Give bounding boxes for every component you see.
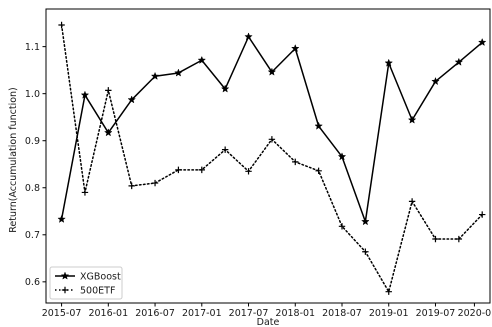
data-point-500etf [151,179,159,187]
legend-marker-500etf [61,286,69,294]
y-tick-label: 1.0 [25,89,40,100]
legend-label-xgboost: XGBoost [80,271,121,282]
plot-content [57,21,487,295]
series-points-500etf [58,21,486,295]
plot-frame [45,8,491,304]
data-point-xgboost [197,55,207,64]
data-point-xgboost [80,90,90,99]
data-point-xgboost [361,217,370,226]
y-tick-label: 0.9 [25,136,40,147]
data-point-500etf [268,136,276,143]
y-tick-label: 0.8 [25,183,40,194]
y-tick-label: 0.6 [25,277,40,288]
data-point-500etf [479,211,486,218]
data-point-500etf [105,87,112,94]
data-point-xgboost [244,32,253,41]
x-tick-label: 2018-01 [275,308,315,319]
data-point-500etf [175,166,182,174]
x-axis-label: Date [257,317,280,327]
legend: XGBoost 500ETF [49,266,123,300]
x-tick-label: 2016-07 [135,308,175,319]
data-point-xgboost [314,121,323,130]
data-point-500etf [198,166,205,174]
legend-marker [61,286,69,294]
data-point-xgboost [477,37,487,47]
axis-ticks: 2015-07 2016-01 2016-07 2017-01 2017-07 2018-… [25,42,491,319]
data-point-500etf [338,223,346,230]
data-point-500etf [221,146,229,153]
data-point-xgboost [290,43,300,53]
x-tick-label: 2020-0 [458,308,492,319]
x-tick-label: 2019-07 [416,308,456,319]
data-point-500etf [81,189,89,196]
legend-marker-xgboost [60,271,70,280]
data-point-xgboost [220,84,230,93]
data-point-500etf [292,158,299,166]
data-point-xgboost [150,71,160,80]
x-tick-label: 2017-01 [182,308,222,319]
series-points-xgboost [57,32,487,226]
data-point-500etf [455,235,463,243]
data-point-xgboost [267,67,277,76]
data-point-500etf [408,198,416,205]
data-point-xgboost [384,58,394,67]
x-tick-label: 2017-07 [229,308,269,319]
data-point-xgboost [127,95,136,104]
legend-marker [60,271,70,280]
x-tick-label: 2019-01 [369,308,409,319]
data-point-xgboost [454,57,464,66]
x-tick-label: 2015-07 [42,308,82,319]
data-point-500etf [245,168,252,175]
data-point-xgboost [57,214,66,223]
data-point-500etf [385,288,392,295]
data-point-500etf [128,182,135,190]
data-point-xgboost [407,115,417,124]
x-tick-label: 2018-07 [322,308,362,319]
x-tick-label: 2016-01 [88,308,128,319]
data-point-500etf [315,167,322,175]
data-point-500etf [432,235,439,243]
y-axis-label: Return(Accumulation function) [8,87,19,233]
data-point-xgboost [337,152,347,161]
data-point-xgboost [431,76,440,86]
y-tick-label: 0.7 [25,230,40,241]
y-tick-label: 1.1 [25,42,40,53]
legend-label-500etf: 500ETF [80,285,115,296]
data-point-500etf [58,21,65,29]
data-point-xgboost [174,68,183,77]
data-point-500etf [362,248,369,255]
data-point-xgboost [104,128,113,137]
